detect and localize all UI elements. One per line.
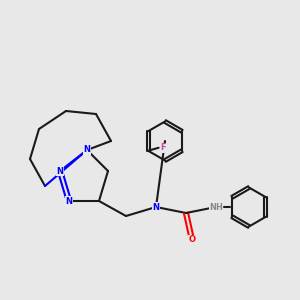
- Text: N: N: [65, 196, 73, 206]
- Text: N: N: [56, 167, 64, 176]
- Text: N: N: [83, 146, 91, 154]
- Text: NH: NH: [209, 202, 223, 211]
- Text: O: O: [188, 236, 196, 244]
- Text: N: N: [152, 202, 160, 211]
- Text: F: F: [160, 143, 166, 152]
